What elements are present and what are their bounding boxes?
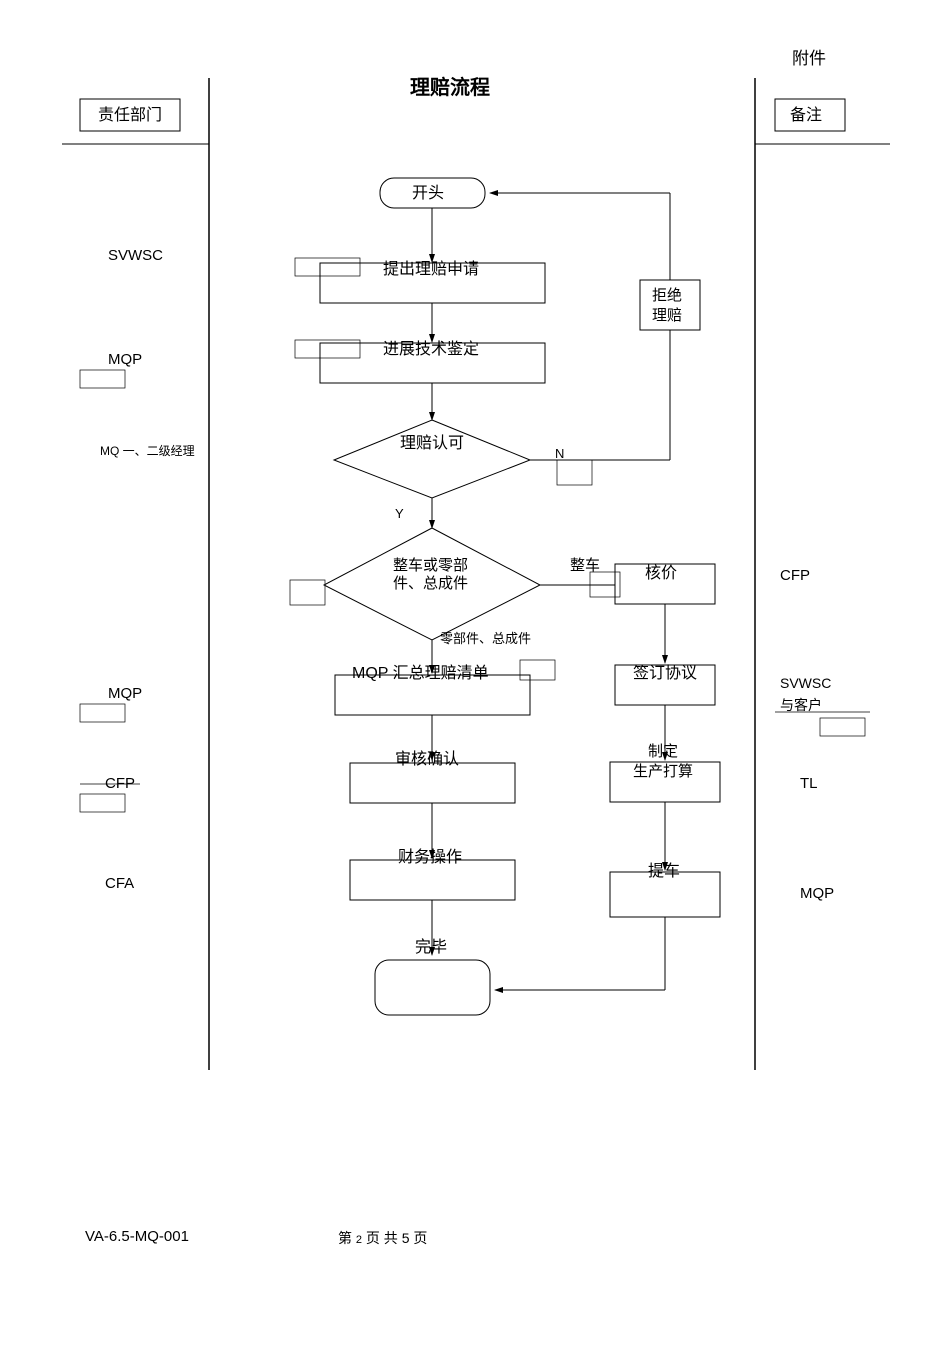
left-mqp2: MQP (108, 685, 142, 702)
right-mqp: MQP (800, 885, 834, 902)
right-svwsc1: SVWSC (780, 675, 831, 691)
mqp-summary-label: MQP 汇总理赔清单 (352, 664, 489, 682)
page-title: 理赔流程 (410, 75, 490, 99)
footer-page: 第 2 页 共 5 页 (338, 1228, 427, 1248)
left-cfa: CFA (105, 875, 134, 892)
footer-doc-id: VA-6.5-MQ-001 (85, 1228, 189, 1245)
right-tl: TL (800, 775, 818, 792)
type-small-box (290, 580, 325, 605)
left-cfp-box (80, 794, 125, 812)
finance-label: 财务操作 (398, 848, 462, 866)
right-cfp: CFP (780, 567, 810, 584)
left-cfp: CFP (105, 775, 135, 792)
right-header-label: 备注 (790, 106, 822, 124)
start-label: 开头 (412, 184, 444, 202)
audit-label: 审核确认 (395, 750, 459, 768)
left-mqp1-box (80, 370, 125, 388)
reject-label1: 拒绝 (652, 287, 682, 304)
type-label1: 整车或零部 (393, 557, 468, 574)
left-mq-mgr: MQ 一、二级经理 (100, 444, 195, 458)
pricing-label: 核价 (645, 564, 677, 582)
finance-node (350, 860, 515, 900)
type-label2: 件、总成件 (393, 575, 468, 592)
pickup-label: 提车 (648, 862, 680, 880)
attachment-label: 附件 (792, 49, 826, 68)
apply-small-box (295, 258, 360, 276)
left-mqp1: MQP (108, 351, 142, 368)
right-svwsc2: 与客户 (780, 697, 822, 713)
mqp-summary-small-box (520, 660, 555, 680)
audit-node (350, 763, 515, 803)
n-label: N (555, 446, 564, 461)
reject-label2: 理赔 (652, 307, 682, 324)
plan-label2: 生产打算 (633, 762, 693, 780)
left-mqp2-box (80, 704, 125, 722)
left-svwsc: SVWSC (108, 247, 163, 264)
y-label: Y (395, 506, 404, 521)
branch-parts-label: 零部件、总成件 (440, 631, 531, 646)
approve-label: 理赔认可 (400, 434, 464, 452)
plan-label1: 制定 (648, 743, 678, 760)
end-node (375, 960, 490, 1015)
approve-diamond (334, 420, 530, 498)
right-svwsc-box (820, 718, 865, 736)
approve-small-box (557, 460, 592, 485)
end-label: 完毕 (415, 938, 447, 956)
sign-label: 签订协议 (633, 664, 697, 682)
left-header-label: 责任部门 (98, 106, 162, 124)
branch-vehicle-label: 整车 (570, 557, 600, 574)
